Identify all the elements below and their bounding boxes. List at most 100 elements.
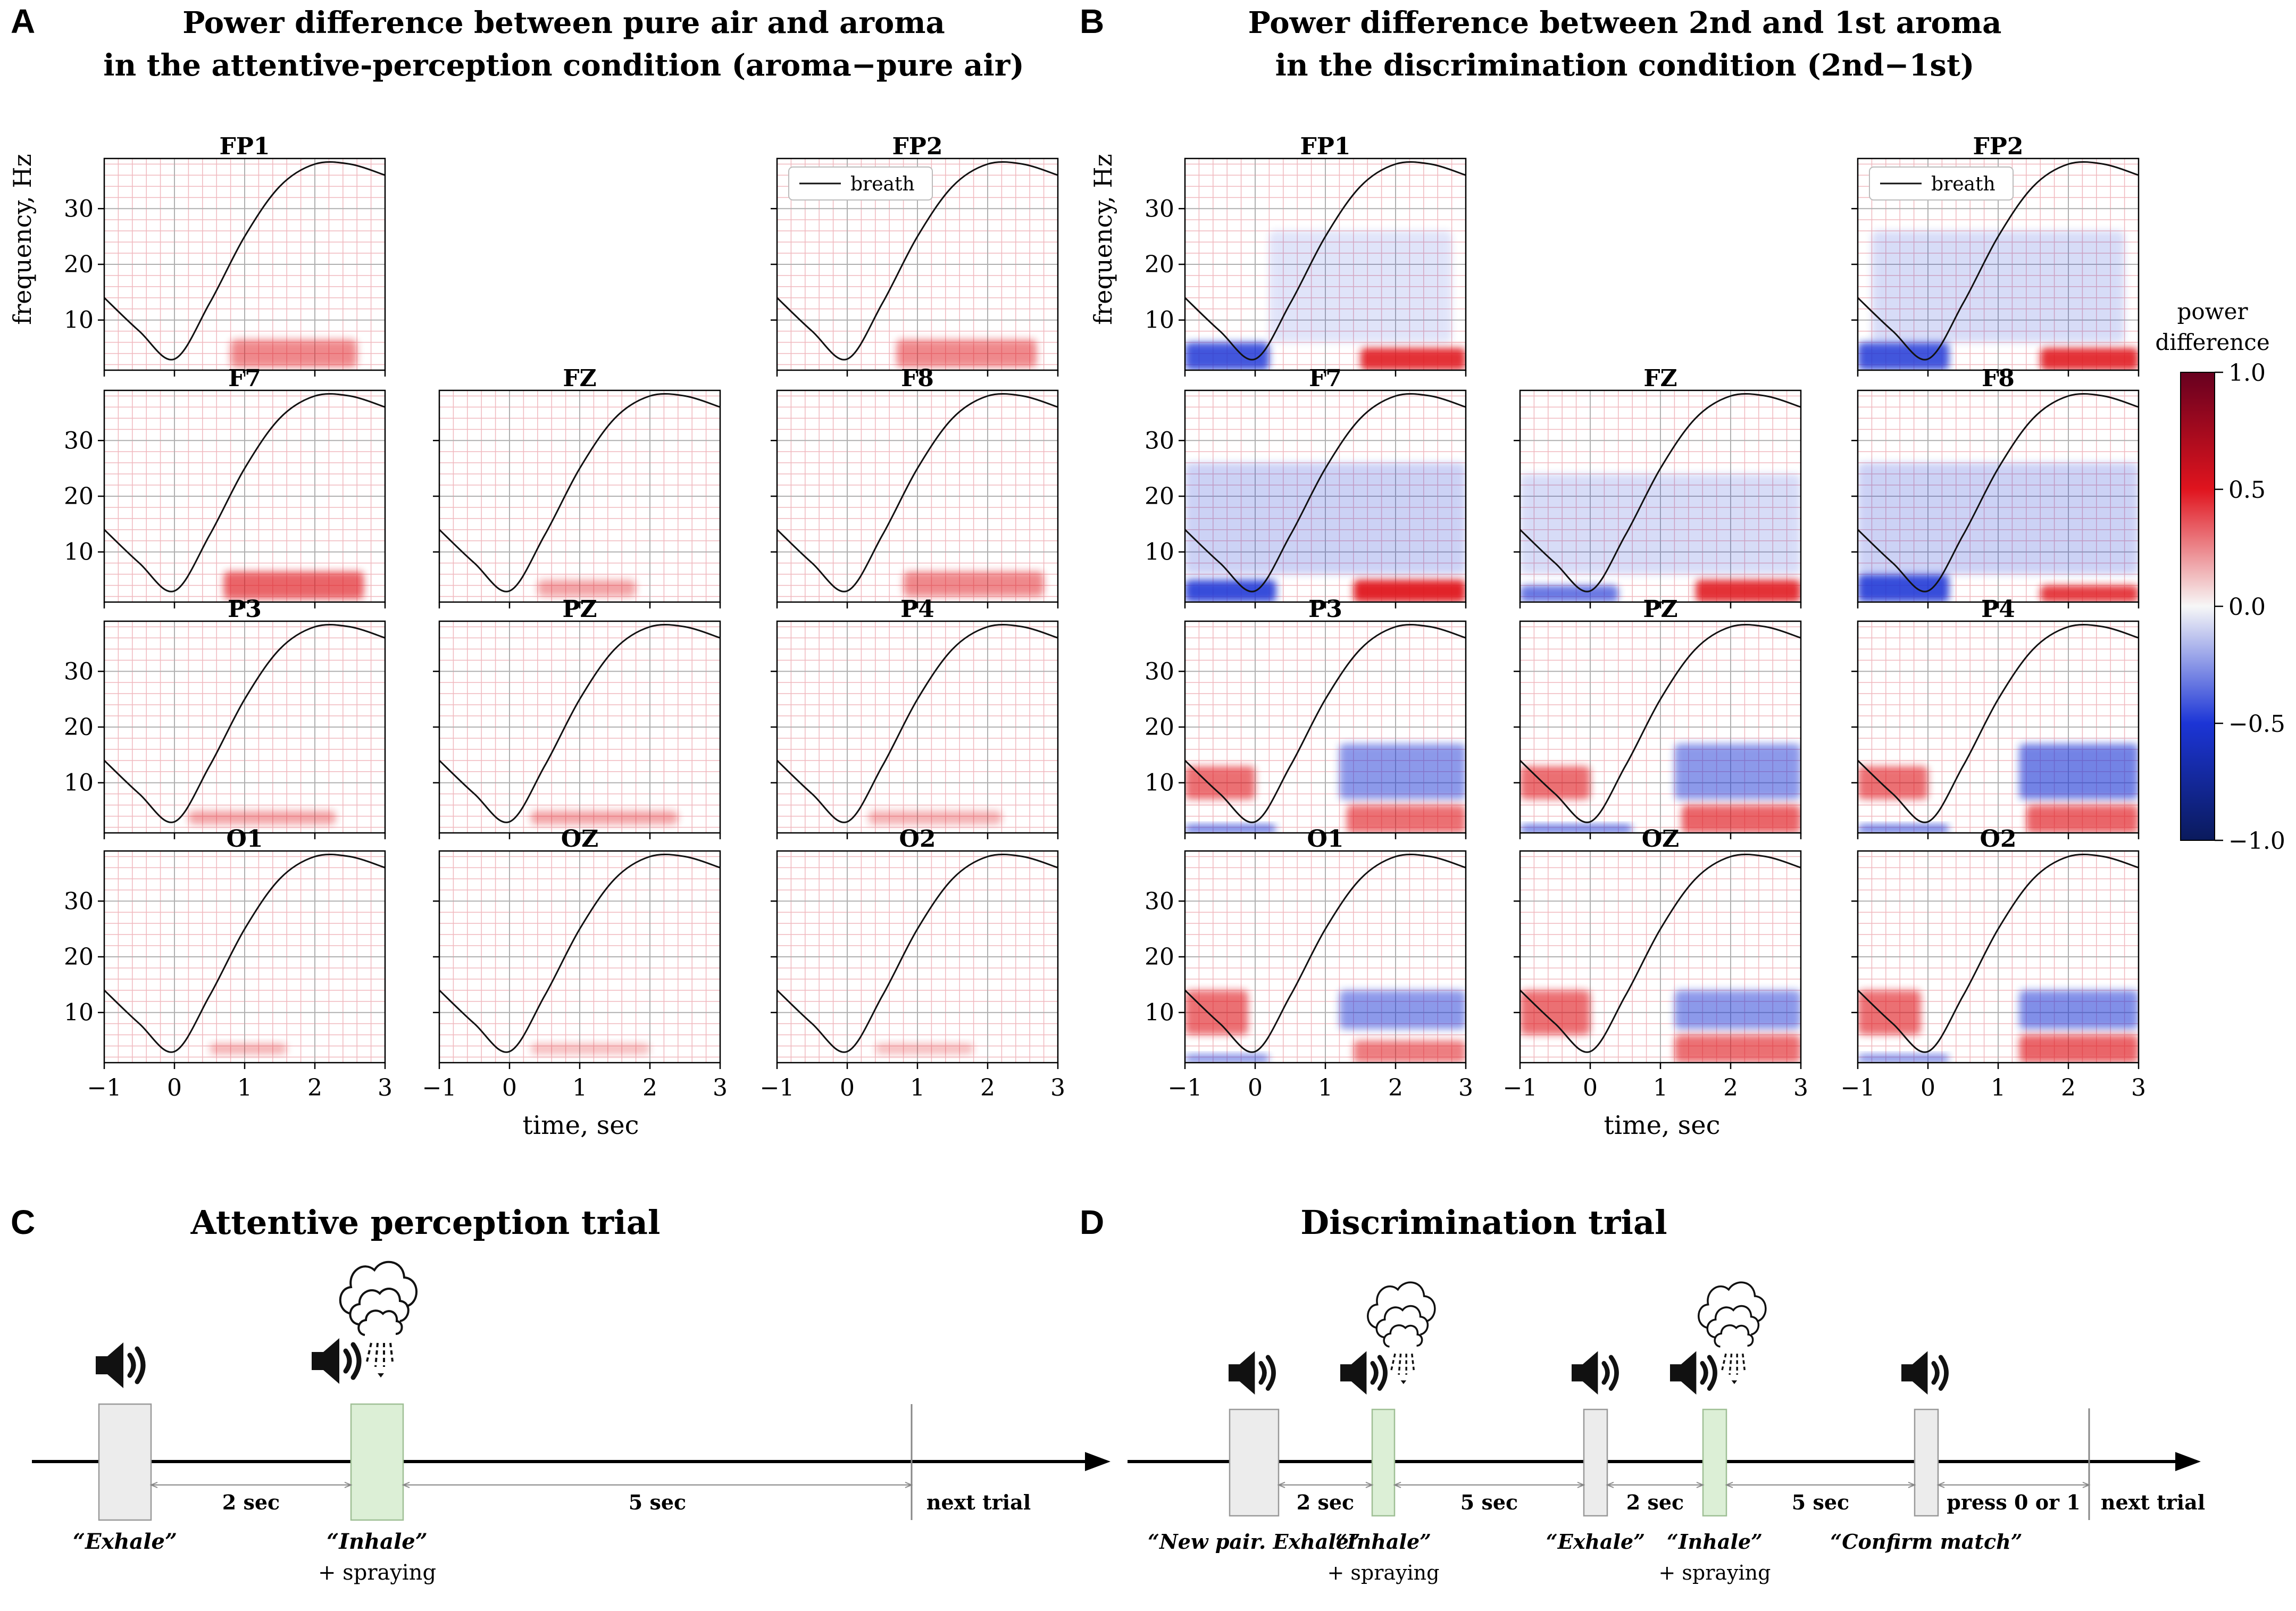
panel-letter-c: C: [11, 1203, 35, 1241]
panel-b-title-line2: in the discrimination condition (2nd−1st…: [1275, 48, 1975, 83]
xtick-label: −1: [760, 1074, 795, 1101]
subplot-title: OZ: [1642, 825, 1679, 853]
cue-label: “Exhale”: [1546, 1530, 1645, 1554]
heatmap-layer: [530, 811, 678, 825]
ytick-label: 30: [1145, 195, 1174, 222]
xtick-label: 3: [713, 1074, 728, 1101]
heatmap-blob: [1353, 580, 1466, 602]
heatmap-layer: [1520, 744, 1801, 833]
cue-box: [1914, 1408, 1939, 1517]
legend: breath: [788, 166, 933, 201]
heatmap-blob: [1858, 342, 1949, 370]
heatmap-blob: [1681, 805, 1801, 833]
xtick-label: 2: [1388, 1074, 1403, 1101]
subplot-title: FP1: [1300, 133, 1351, 160]
breath-curve: [104, 393, 385, 592]
subplot-b-o1: O1 10 20 30 −1 0 1 2 3: [1145, 825, 1473, 1101]
breath-curve: [1185, 393, 1466, 592]
breath-curve: [777, 393, 1058, 592]
ytick-label: 20: [64, 714, 94, 741]
heatmap-blob: [1185, 580, 1276, 602]
heatmap-blob: [210, 1043, 287, 1055]
ytick-label: 10: [64, 770, 94, 797]
heatmap-layer: [1185, 231, 1466, 370]
spraying-label: + spraying: [1659, 1561, 1771, 1584]
spray-cloud-icon: [339, 1261, 418, 1378]
ytick-label: 30: [64, 195, 94, 222]
heatmap-blob: [1346, 805, 1466, 833]
subplot-title: FP2: [1973, 133, 2024, 160]
heatmap-blob: [2040, 585, 2139, 602]
breath-curve: [439, 393, 720, 592]
panel-c: C Attentive perception trial 2 sec 5 sec n…: [11, 1203, 1111, 1585]
ytick-label: 10: [1145, 539, 1174, 566]
subplot-a-o2: O2 −1 0 1 2 3: [760, 825, 1065, 1101]
grid-major: [104, 158, 385, 370]
grid-major: [439, 621, 720, 833]
grid-major: [777, 851, 1058, 1063]
xtick-label: 1: [1991, 1074, 2006, 1101]
duration-label: 5 sec: [1460, 1490, 1518, 1514]
subplot-title: O1: [1307, 825, 1344, 853]
colorbar-ticks: 1.0 0.5 0.0 −0.5 −1.0: [2215, 360, 2285, 855]
xtick-label: −1: [1168, 1074, 1203, 1101]
xtick-label: 1: [1653, 1074, 1668, 1101]
xtick-label: 1: [572, 1074, 587, 1101]
panel-letter-b: B: [1080, 2, 1104, 40]
timeline-arrowhead: [1085, 1452, 1111, 1471]
xtick-label: 3: [2131, 1074, 2146, 1101]
ytick-label: 20: [64, 483, 94, 510]
spray-cloud-icon: [1698, 1281, 1767, 1384]
ytick-label: 10: [64, 539, 94, 566]
breath-curve: [1185, 161, 1466, 361]
colorbar-tick-label: −0.5: [2228, 711, 2285, 738]
heatmap-layer: [1858, 231, 2139, 370]
heatmap-blob: [1858, 574, 1949, 602]
ytick-label: 10: [64, 307, 94, 334]
breath-curve: [1520, 853, 1801, 1053]
heatmap-layer: [1858, 463, 2139, 602]
heatmap-blob: [1858, 990, 1921, 1035]
heatmap-blob: [537, 580, 636, 597]
subplot-a-p3: P3 10 20 30: [64, 596, 386, 839]
ytick-label: 10: [1145, 999, 1174, 1026]
panel-d: D Discrimination trial 2 sec 5 sec 2 sec 5 …: [1080, 1203, 2205, 1584]
cue-box-exhale: [98, 1403, 152, 1521]
heatmap-layer: [188, 811, 336, 825]
heatmap-blob: [2040, 348, 2139, 370]
subplot-a-oz: OZ −1 0 1 2 3: [422, 825, 728, 1101]
xtick-label: 1: [237, 1074, 252, 1101]
grid-major: [439, 851, 720, 1063]
panel-letter-d: D: [1080, 1203, 1104, 1241]
grid-major: [1520, 621, 1801, 833]
subplot-title: FP2: [892, 133, 943, 160]
heatmap-layer: [903, 571, 1044, 597]
speaker-icon: [1340, 1351, 1388, 1395]
ytick-label: 30: [1145, 427, 1174, 454]
xtick-label: 3: [1050, 1074, 1065, 1101]
xtick-label: 0: [840, 1074, 855, 1101]
cue-box: [1583, 1408, 1608, 1517]
subplot-a-f8: F8: [771, 365, 1059, 608]
subplot-b-fp2: FP2 breath: [1851, 133, 2140, 377]
xtick-label: 0: [502, 1074, 517, 1101]
xtick-label: 2: [2061, 1074, 2076, 1101]
breath-curve: [777, 161, 1058, 361]
ytick-label: 30: [1145, 658, 1174, 685]
heatmap-layer: [1520, 990, 1801, 1063]
heatmap-blob: [2019, 1034, 2139, 1063]
subplot-a-fz: FZ: [433, 365, 721, 608]
ytick-label: 10: [1145, 307, 1174, 334]
heatmap-blob: [1339, 990, 1466, 1030]
subplot-title: O1: [227, 825, 263, 853]
xtick-label: −1: [422, 1074, 457, 1101]
heatmap-layer: [1858, 744, 2139, 833]
legend-box: [1869, 166, 2014, 201]
xtick-label: 0: [167, 1074, 182, 1101]
colorbar-tick-label: 0.5: [2228, 477, 2266, 504]
heatmap-blob: [1674, 744, 1801, 800]
xtick-label: −1: [87, 1074, 122, 1101]
legend-box: [788, 166, 933, 201]
colorbar-title-line1: power: [2177, 298, 2248, 324]
panel-b-xlabel: time, sec: [1604, 1111, 1721, 1140]
